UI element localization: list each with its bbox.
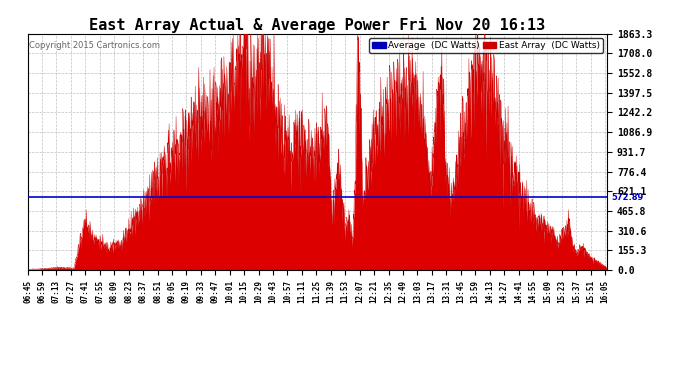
Text: 572.89: 572.89 bbox=[611, 193, 644, 202]
Legend: Average  (DC Watts), East Array  (DC Watts): Average (DC Watts), East Array (DC Watts… bbox=[369, 38, 602, 53]
Text: 572.89: 572.89 bbox=[0, 181, 1, 213]
Text: Copyright 2015 Cartronics.com: Copyright 2015 Cartronics.com bbox=[29, 41, 160, 50]
Title: East Array Actual & Average Power Fri Nov 20 16:13: East Array Actual & Average Power Fri No… bbox=[89, 16, 546, 33]
